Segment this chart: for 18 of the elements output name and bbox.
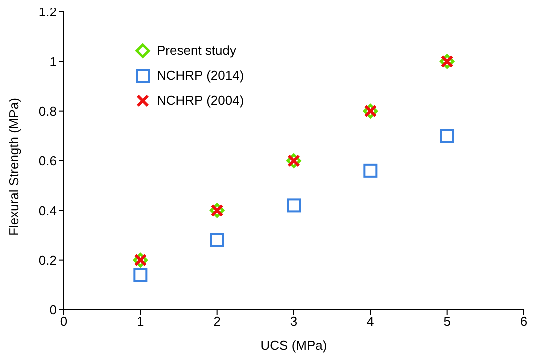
y-axis-title: Flexural Strength (MPa) (6, 98, 22, 236)
y-tick-label: 0.6 (38, 154, 57, 169)
y-tick-label: 1 (50, 54, 57, 70)
x-tick-label: 2 (214, 314, 221, 330)
x-axis-title: UCS (MPa) (260, 338, 328, 353)
x-tick-label: 5 (444, 314, 451, 330)
y-tick-label: 0.8 (38, 104, 57, 119)
x-tick-label: 0 (60, 314, 68, 330)
y-tick-label: 0.2 (38, 252, 57, 268)
legend-label: Present study (157, 43, 236, 58)
y-tick-label: 0.4 (38, 203, 57, 218)
x-tick-label: 3 (290, 314, 298, 330)
x-tick-label: 1 (137, 314, 144, 330)
x-tick-label: 6 (520, 314, 528, 330)
y-tick-label: 0 (50, 302, 57, 318)
legend-label: NCHRP (2004) (157, 93, 244, 108)
legend-label: NCHRP (2014) (157, 68, 244, 83)
x-tick-label: 4 (367, 314, 374, 330)
